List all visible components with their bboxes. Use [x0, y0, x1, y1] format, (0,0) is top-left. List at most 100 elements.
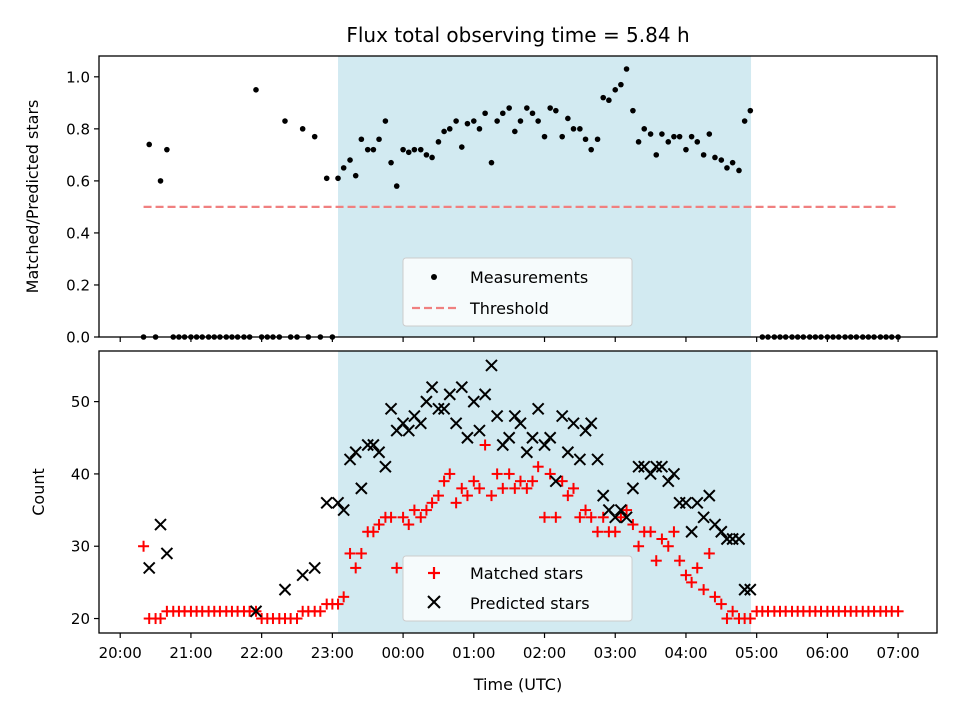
predicted-star-marker: [662, 474, 675, 488]
predicted-star-marker: [361, 438, 374, 452]
matched-star-marker: [432, 490, 444, 502]
predicted-star-marker: [703, 489, 716, 502]
legend-matched-marker: [428, 567, 440, 579]
measurement-point: [724, 165, 730, 171]
matched-star-marker: [397, 511, 409, 523]
predicted-star-marker: [355, 482, 368, 495]
count-legend: Matched stars Predicted stars: [402, 555, 633, 622]
count-panel: 20 30 40 50 20:00 21:00 22:00 23:00 00:00 01:00 0…: [29, 350, 938, 694]
predicted-star-marker: [579, 424, 592, 437]
y-tick-label: 0.2: [66, 276, 90, 294]
measurement-point: [653, 152, 660, 158]
predicted-star-marker: [508, 409, 522, 423]
predicted-star-marker: [614, 503, 628, 517]
count-y-ticks: 20 30 40 50: [71, 393, 99, 628]
count-y-label: Count: [29, 468, 48, 516]
predicted-star-marker: [632, 460, 645, 473]
x-tick-label: 01:00: [452, 644, 495, 662]
predicted-star-marker: [584, 417, 598, 430]
matched-star-marker: [627, 519, 639, 531]
predicted-star-marker: [367, 438, 380, 452]
measurement-point: [435, 139, 442, 145]
measurement-point: [253, 87, 259, 93]
measurement-point: [541, 133, 548, 140]
measurement-point: [683, 146, 689, 153]
measurement-point: [405, 149, 412, 156]
matched-star-marker: [715, 598, 727, 610]
measurement-point: [694, 139, 701, 145]
matched-star-marker: [744, 613, 756, 625]
matched-star-marker: [461, 490, 473, 502]
predicted-star-marker: [744, 583, 757, 596]
predicted-star-marker: [573, 453, 587, 466]
matched-star-marker: [344, 547, 356, 559]
predicted-star-marker: [685, 525, 698, 538]
matched-star-marker: [892, 605, 904, 617]
legend-measurement-marker: [431, 274, 437, 280]
predicted-star-marker: [655, 460, 669, 473]
x-tick-label: 07:00: [876, 644, 919, 662]
matched-star-marker: [668, 526, 680, 538]
predicted-star-marker: [420, 395, 433, 408]
predicted-star-marker: [160, 547, 174, 560]
measurement-point: [736, 167, 742, 174]
predicted-star-marker: [384, 402, 398, 416]
measurement-point: [347, 157, 353, 163]
matched-star-marker: [709, 591, 721, 603]
predicted-star-marker: [379, 460, 392, 473]
y-tick-label: 30: [71, 538, 90, 556]
matched-star-marker: [485, 490, 497, 502]
predicted-star-marker: [308, 561, 321, 575]
measurement-point: [547, 105, 553, 111]
measurement-point: [718, 157, 725, 163]
measurement-point: [700, 152, 707, 158]
predicted-star-marker: [349, 446, 362, 459]
matched-star-marker: [420, 504, 432, 516]
matched-star-marker: [373, 519, 385, 531]
matched-star-marker: [367, 526, 379, 538]
measurement-point: [594, 136, 601, 143]
predicted-star-marker: [278, 583, 292, 596]
measurement-point: [635, 139, 642, 145]
measurement-point: [506, 105, 512, 111]
measurement-point: [488, 159, 495, 166]
predicted-star-marker: [531, 402, 545, 416]
measurement-point: [299, 126, 306, 132]
matched-star-marker: [426, 497, 438, 509]
y-tick-label: 0.8: [66, 120, 90, 138]
y-tick-label: 0.6: [66, 172, 90, 190]
matched-star-marker: [544, 468, 556, 480]
measurement-point: [600, 94, 607, 101]
matched-star-marker: [479, 439, 491, 451]
measurement-point: [393, 183, 400, 189]
predicted-star-marker: [343, 453, 357, 466]
x-axis-label: Time (UTC): [473, 675, 562, 694]
predicted-star-marker: [644, 467, 657, 481]
matched-star-marker: [291, 613, 303, 625]
predicted-star-marker: [473, 424, 486, 437]
matched-star-marker: [314, 605, 326, 617]
predicted-star-marker: [626, 482, 640, 495]
x-tick-label: 20:00: [99, 644, 142, 662]
y-tick-label: 0.4: [66, 224, 90, 242]
matched-star-marker: [450, 497, 462, 509]
measurement-point: [553, 107, 559, 114]
count-x-ticks: 20:00 21:00 22:00 23:00 00:00 01:00 02:00 03:00…: [99, 633, 920, 662]
measurement-point: [311, 133, 318, 140]
matched-star-marker: [592, 526, 604, 538]
predicted-star-marker: [143, 561, 156, 575]
measurement-point: [606, 97, 612, 104]
matched-star-marker: [585, 511, 597, 523]
predicted-star-marker: [567, 417, 580, 430]
matched-star-marker: [473, 482, 485, 494]
matched-star-marker: [691, 562, 703, 574]
measurement-point: [618, 81, 624, 88]
matched-star-marker: [650, 555, 662, 567]
measurement-point: [647, 131, 654, 137]
predicted-star-marker: [732, 532, 746, 546]
measurement-point: [376, 136, 382, 143]
measurement-point: [388, 159, 394, 166]
matched-star-marker: [408, 504, 420, 516]
predicted-star-marker: [543, 431, 557, 444]
